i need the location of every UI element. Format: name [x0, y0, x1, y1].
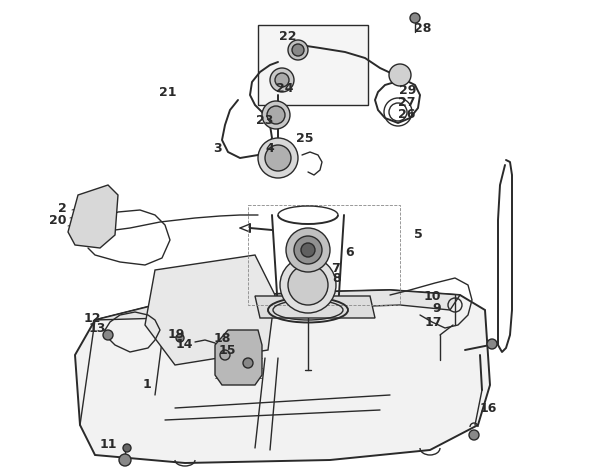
Text: 19: 19: [167, 329, 185, 342]
Text: 20: 20: [49, 213, 67, 227]
Circle shape: [262, 101, 290, 129]
Text: 29: 29: [399, 84, 417, 96]
Text: 3: 3: [214, 142, 222, 154]
Text: 12: 12: [83, 312, 101, 324]
Text: 23: 23: [256, 114, 274, 126]
Circle shape: [288, 40, 308, 60]
Polygon shape: [75, 290, 490, 463]
Text: 11: 11: [99, 437, 117, 450]
Text: 18: 18: [214, 332, 231, 344]
Polygon shape: [95, 290, 460, 320]
Circle shape: [294, 236, 322, 264]
Polygon shape: [258, 25, 368, 105]
Polygon shape: [68, 185, 118, 248]
Circle shape: [265, 145, 291, 171]
Polygon shape: [215, 330, 262, 385]
Text: 27: 27: [398, 96, 416, 110]
Text: 26: 26: [398, 108, 416, 122]
Circle shape: [270, 68, 294, 92]
Text: 16: 16: [479, 401, 497, 415]
Circle shape: [103, 330, 113, 340]
Text: 24: 24: [276, 82, 294, 95]
Circle shape: [301, 243, 315, 257]
Circle shape: [176, 334, 184, 342]
Polygon shape: [145, 255, 275, 365]
Circle shape: [389, 64, 411, 86]
Circle shape: [220, 350, 230, 360]
Circle shape: [258, 138, 298, 178]
Text: 2: 2: [58, 201, 66, 215]
Text: 15: 15: [218, 343, 236, 357]
Polygon shape: [255, 296, 375, 318]
Text: 22: 22: [279, 29, 297, 42]
Text: 17: 17: [424, 315, 442, 329]
Circle shape: [286, 228, 330, 272]
Text: 25: 25: [296, 132, 314, 144]
Text: 6: 6: [346, 247, 354, 259]
Circle shape: [487, 339, 497, 349]
Circle shape: [292, 44, 304, 56]
Text: 1: 1: [143, 379, 151, 391]
Text: 5: 5: [414, 228, 422, 241]
Text: 4: 4: [266, 142, 274, 154]
Circle shape: [119, 454, 131, 466]
Circle shape: [410, 13, 420, 23]
Text: 7: 7: [330, 262, 340, 275]
Circle shape: [275, 73, 289, 87]
Text: 13: 13: [88, 322, 106, 334]
Circle shape: [469, 430, 479, 440]
Circle shape: [123, 444, 131, 452]
Text: 14: 14: [175, 339, 193, 352]
Text: 28: 28: [414, 21, 431, 35]
Circle shape: [288, 265, 328, 305]
Circle shape: [267, 106, 285, 124]
Text: 10: 10: [424, 289, 441, 303]
Circle shape: [243, 358, 253, 368]
Text: 8: 8: [333, 272, 341, 285]
Circle shape: [280, 257, 336, 313]
Text: 21: 21: [159, 86, 177, 99]
Text: 9: 9: [433, 302, 441, 314]
